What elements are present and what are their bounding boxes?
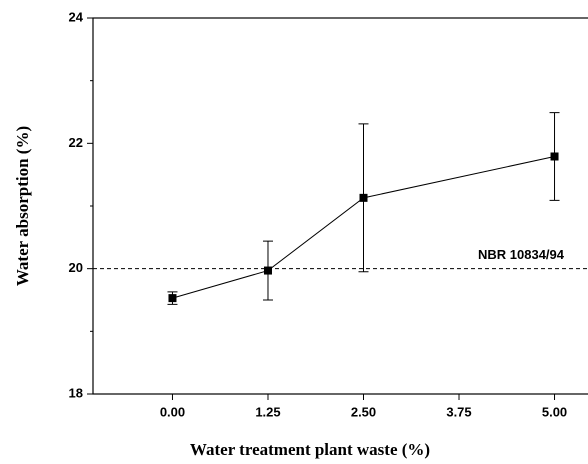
y-axis-title: Water absorption (%) [13,126,32,286]
y-tick-label: 22 [69,135,83,150]
data-point [550,152,559,161]
y-tick-label: 18 [69,385,83,400]
x-axis-title: Water treatment plant waste (%) [190,440,430,459]
reference-label: NBR 10834/94 [478,247,565,262]
x-tick-label: 2.50 [351,404,376,419]
x-tick-label: 5.00 [542,404,567,419]
data-line [172,156,555,299]
data-point [359,193,368,202]
y-tick-label: 20 [69,260,83,275]
y-tick-label: 24 [69,9,84,24]
data-point [168,294,177,303]
data-point [263,266,272,275]
x-tick-label: 0.00 [160,404,185,419]
plot-frame [92,17,588,395]
x-tick-label: 1.25 [255,404,280,419]
x-tick-label: 3.75 [446,404,471,419]
